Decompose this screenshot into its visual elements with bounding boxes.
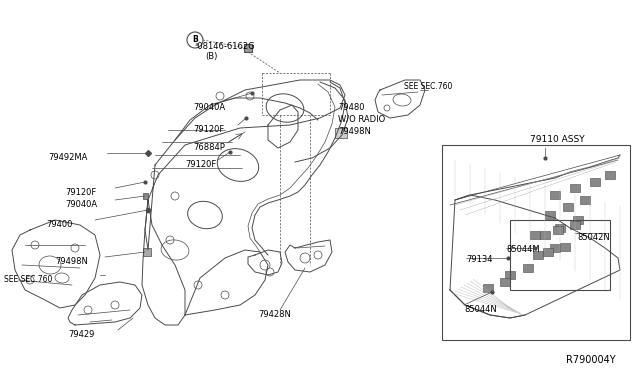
- Bar: [555, 224, 565, 232]
- Text: 85042N: 85042N: [577, 233, 610, 242]
- Text: 79110 ASSY: 79110 ASSY: [530, 135, 584, 144]
- Bar: [505, 271, 515, 279]
- Text: ³08146-6162G: ³08146-6162G: [195, 42, 255, 51]
- Text: 79120F: 79120F: [185, 160, 216, 169]
- Bar: [563, 203, 573, 211]
- Text: 79492MA: 79492MA: [48, 153, 88, 162]
- Bar: [540, 231, 550, 239]
- Text: B: B: [192, 35, 198, 45]
- Bar: [545, 211, 555, 219]
- Bar: [500, 278, 510, 286]
- Bar: [553, 226, 563, 234]
- Bar: [143, 248, 151, 256]
- Bar: [483, 284, 493, 292]
- Bar: [510, 220, 610, 290]
- Bar: [442, 145, 630, 340]
- Bar: [530, 231, 540, 239]
- Text: 79134: 79134: [466, 255, 493, 264]
- Text: (B): (B): [205, 52, 218, 61]
- Text: 79498N: 79498N: [55, 257, 88, 266]
- Bar: [143, 193, 148, 199]
- Bar: [560, 243, 570, 251]
- Text: 79120F: 79120F: [193, 125, 224, 134]
- Bar: [570, 221, 580, 229]
- Bar: [244, 44, 252, 52]
- Bar: [335, 128, 347, 138]
- Bar: [573, 216, 583, 224]
- Bar: [550, 191, 560, 199]
- Text: 79400: 79400: [46, 220, 72, 229]
- Text: 79498N: 79498N: [338, 127, 371, 136]
- Bar: [580, 196, 590, 204]
- Text: 79428N: 79428N: [258, 310, 291, 319]
- Bar: [605, 171, 615, 179]
- Bar: [570, 184, 580, 192]
- Text: 79040A: 79040A: [65, 200, 97, 209]
- Text: 79040A: 79040A: [193, 103, 225, 112]
- Bar: [523, 264, 533, 272]
- Bar: [550, 244, 560, 252]
- Text: R790004Y: R790004Y: [566, 355, 616, 365]
- Text: 85044M: 85044M: [506, 245, 540, 254]
- Text: SEE SEC.760: SEE SEC.760: [4, 275, 52, 284]
- Text: 76884P: 76884P: [193, 143, 225, 152]
- Bar: [543, 248, 553, 256]
- Text: 79429: 79429: [68, 330, 94, 339]
- Text: 79480: 79480: [338, 103, 365, 112]
- Text: W/O RADIO: W/O RADIO: [338, 115, 385, 124]
- Text: 79120F: 79120F: [65, 188, 96, 197]
- Text: SEE SEC.760: SEE SEC.760: [404, 82, 452, 91]
- Bar: [590, 178, 600, 186]
- Text: 85044N: 85044N: [464, 305, 497, 314]
- Bar: [533, 251, 543, 259]
